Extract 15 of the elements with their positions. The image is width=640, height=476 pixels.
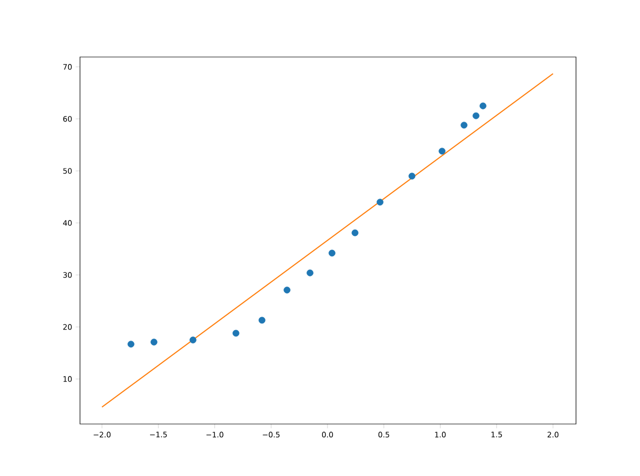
point (408, 172, 416, 180)
point (328, 250, 336, 256)
point (472, 112, 480, 120)
point (480, 102, 486, 110)
point (150, 338, 158, 346)
point (190, 336, 196, 344)
point (258, 316, 266, 324)
point (284, 286, 290, 294)
point (460, 122, 468, 129)
point (232, 330, 240, 337)
point (128, 340, 134, 348)
point (438, 148, 446, 155)
point (306, 269, 314, 276)
point (376, 198, 384, 206)
point (352, 229, 358, 236)
